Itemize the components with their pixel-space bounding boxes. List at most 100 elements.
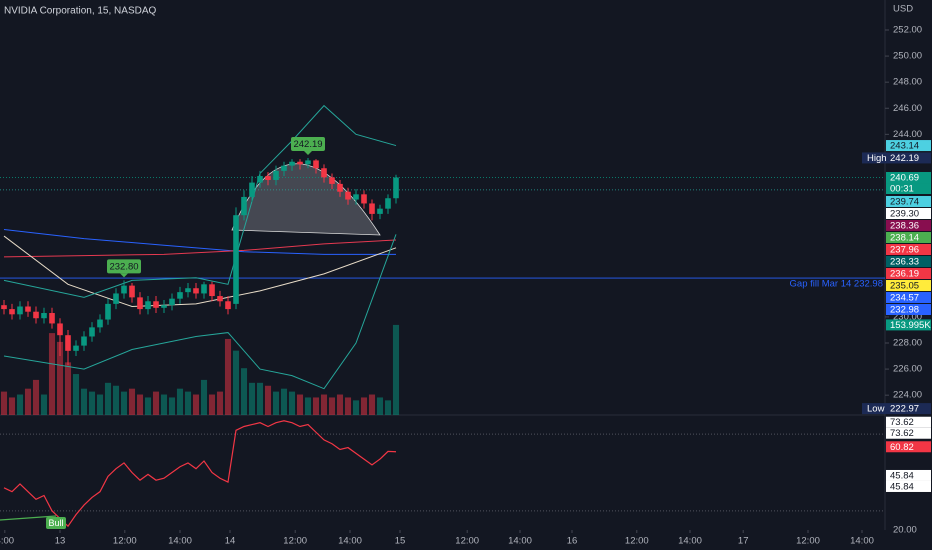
rsi-badge-label: 45.84 bbox=[890, 470, 914, 481]
rsi-tick-label: 20.00 bbox=[893, 525, 917, 536]
volume-bar bbox=[64, 362, 72, 415]
volume-bar bbox=[80, 388, 88, 415]
x-tick-label: 14:00 bbox=[168, 536, 192, 547]
y-tick-label: 224.00 bbox=[893, 390, 922, 401]
low-marker-text: Low bbox=[867, 404, 885, 415]
y-tick-label: 230.00 bbox=[893, 311, 922, 322]
price-badge bbox=[886, 256, 931, 268]
candle-body bbox=[313, 160, 319, 169]
y-tick-label: 244.00 bbox=[893, 129, 922, 140]
rsi-badge bbox=[886, 427, 931, 439]
volume-bar bbox=[112, 385, 120, 415]
candle-body bbox=[329, 177, 335, 184]
candle-body bbox=[17, 306, 23, 315]
volume-bar bbox=[136, 394, 144, 415]
callout-pointer bbox=[120, 273, 128, 278]
volume-bar bbox=[344, 397, 352, 415]
price-badge-label: 239.30 bbox=[890, 209, 919, 220]
currency: USD bbox=[893, 4, 913, 15]
candle-body bbox=[153, 301, 159, 308]
callout-box bbox=[107, 259, 141, 274]
x-tick-label: 15 bbox=[395, 536, 406, 547]
volume-bar bbox=[304, 397, 312, 415]
volume-bar bbox=[392, 324, 400, 415]
price-badge-label: 236.33 bbox=[890, 257, 919, 268]
y-tick-label: 226.00 bbox=[893, 364, 922, 375]
rsi-line bbox=[3, 420, 397, 528]
overlay-line bbox=[3, 239, 397, 258]
candle-body bbox=[41, 313, 47, 319]
candle-body bbox=[305, 160, 311, 165]
price-badge bbox=[886, 140, 931, 152]
callout-pointer bbox=[304, 150, 312, 155]
volume-bar bbox=[232, 350, 240, 415]
volume-bar bbox=[288, 391, 296, 415]
price-badge-label: 239.74 bbox=[890, 197, 919, 208]
candle-body bbox=[73, 345, 79, 351]
candle-body bbox=[57, 323, 63, 336]
volume-bar bbox=[72, 374, 80, 415]
x-tick-label: 12:00 bbox=[113, 536, 137, 547]
candle-body bbox=[297, 161, 303, 165]
callout-label: 242.19 bbox=[293, 139, 322, 150]
candle-body bbox=[273, 170, 279, 180]
rsi-badge-label: 60.82 bbox=[890, 442, 914, 453]
candle-body bbox=[393, 177, 399, 199]
volume-bar bbox=[128, 388, 136, 415]
divergence-line bbox=[0, 515, 57, 521]
price-badge bbox=[886, 172, 931, 184]
candle-body bbox=[193, 288, 199, 294]
candle-body bbox=[81, 336, 87, 346]
candle-body bbox=[217, 296, 223, 302]
overlay-line bbox=[3, 104, 397, 298]
countdown-badge bbox=[886, 183, 931, 195]
overlay-line bbox=[3, 235, 397, 307]
signal-box bbox=[46, 517, 66, 529]
price-badge bbox=[886, 232, 931, 244]
price-badge-label: 236.19 bbox=[890, 269, 919, 280]
price-badge-label: 232.98 bbox=[890, 305, 919, 316]
callout-label: 232.80 bbox=[109, 261, 138, 272]
volume-bar bbox=[120, 391, 128, 415]
x-tick-label: 14:00 bbox=[850, 536, 874, 547]
y-tick-label: 228.00 bbox=[893, 338, 922, 349]
x-tick-label: 4:00 bbox=[0, 536, 14, 547]
volume-bar bbox=[152, 391, 160, 415]
candle-body bbox=[169, 298, 175, 306]
candle-body bbox=[265, 176, 271, 180]
candle-body bbox=[177, 292, 183, 299]
candle-body bbox=[33, 311, 39, 319]
x-tick-label: 17 bbox=[738, 536, 749, 547]
volume-bar bbox=[200, 379, 208, 415]
volume-bar bbox=[48, 333, 56, 415]
x-tick-label: 14:00 bbox=[678, 536, 702, 547]
y-tick-label: 252.00 bbox=[893, 25, 922, 36]
volume-bar bbox=[320, 394, 328, 415]
x-tick-label: 12:00 bbox=[796, 536, 820, 547]
candle-body bbox=[385, 198, 391, 209]
volume-bar bbox=[168, 397, 176, 415]
volume-bar bbox=[208, 394, 216, 415]
candle-body bbox=[97, 319, 103, 328]
x-tick-label: 14:00 bbox=[508, 536, 532, 547]
volume-bar bbox=[96, 394, 104, 415]
price-badge bbox=[886, 280, 931, 292]
volume-bar bbox=[56, 341, 64, 415]
volume-bar bbox=[312, 397, 320, 415]
volume-bar bbox=[360, 397, 368, 415]
volume-bar bbox=[376, 397, 384, 415]
x-tick-label: 13 bbox=[55, 536, 66, 547]
high-marker bbox=[862, 152, 931, 164]
candle-body bbox=[289, 161, 295, 166]
volume-bar bbox=[144, 397, 152, 415]
volume-badge bbox=[886, 319, 931, 331]
volume-bar bbox=[224, 338, 232, 415]
price-badge bbox=[886, 292, 931, 304]
candle-body bbox=[185, 288, 191, 293]
volume-bar bbox=[352, 400, 360, 415]
price-badge-label: 243.14 bbox=[890, 141, 919, 152]
price-badge bbox=[886, 244, 931, 256]
candle-body bbox=[209, 284, 215, 297]
candle-body bbox=[345, 191, 351, 200]
